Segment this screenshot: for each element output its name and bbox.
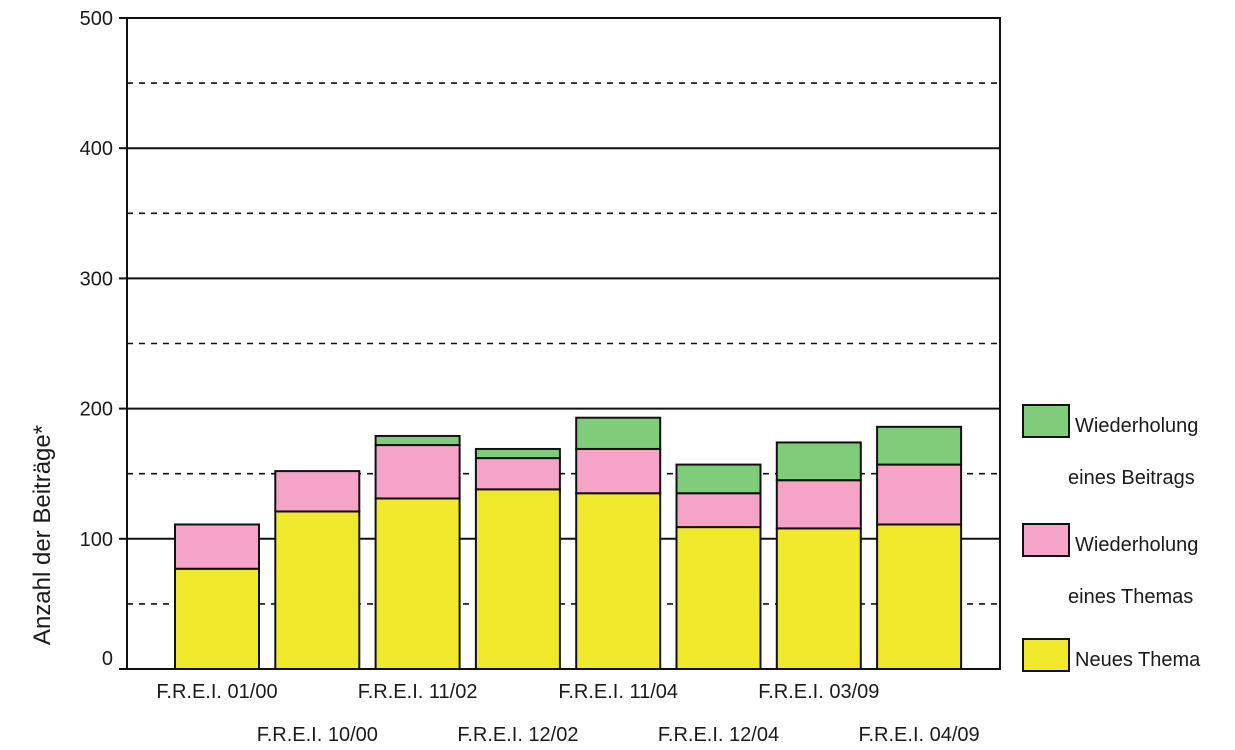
bar-segment bbox=[876, 463, 963, 526]
x-tick-label: F.R.E.I. 01/00 bbox=[156, 681, 277, 703]
y-tick-label: 100 bbox=[80, 529, 113, 551]
bar-segment bbox=[174, 523, 260, 570]
x-tick-label: F.R.E.I. 11/04 bbox=[558, 681, 678, 703]
bar-segment bbox=[876, 523, 963, 671]
bar-segment bbox=[374, 497, 461, 670]
x-tick-label: F.R.E.I. 12/04 bbox=[658, 724, 779, 746]
y-tick-label: 400 bbox=[80, 138, 113, 160]
x-tick-label: F.R.E.I. 10/00 bbox=[257, 724, 378, 746]
bar-segment bbox=[775, 527, 862, 670]
y-axis-ticks: 0 100 200 300 400 500 bbox=[80, 8, 127, 670]
bar-segment bbox=[675, 492, 762, 529]
x-tick-label: F.R.E.I. 04/09 bbox=[859, 724, 980, 746]
bar-segment bbox=[775, 479, 862, 530]
legend: Wiederholung eines Beitrags Wiederholung ei… bbox=[1022, 404, 1201, 672]
bar-segment bbox=[575, 492, 662, 671]
bar-segment bbox=[474, 488, 561, 670]
y-tick-label: 0 bbox=[102, 648, 113, 670]
legend-label: eines Themas bbox=[1068, 586, 1193, 608]
x-tick-label: F.R.E.I. 03/09 bbox=[758, 681, 879, 703]
bar-segment bbox=[174, 567, 260, 670]
legend-swatch bbox=[1022, 638, 1070, 672]
x-tick-label: F.R.E.I. 11/02 bbox=[358, 681, 478, 703]
bar-segment bbox=[474, 447, 561, 460]
bars bbox=[174, 416, 963, 671]
bar-segment bbox=[474, 457, 561, 491]
y-axis-label: Anzahl der Beiträge* bbox=[29, 425, 56, 645]
bar-segment bbox=[675, 463, 762, 495]
bar-segment bbox=[374, 444, 461, 500]
bar-segment bbox=[876, 425, 963, 466]
bar-segment bbox=[274, 470, 361, 513]
legend-label: Wiederholung bbox=[1075, 415, 1198, 437]
y-tick-label: 300 bbox=[80, 268, 113, 290]
bar-segment bbox=[374, 434, 461, 447]
bar-segment bbox=[675, 526, 762, 670]
bar-segment bbox=[575, 416, 662, 450]
plot-frame bbox=[126, 17, 1001, 670]
grid-lines bbox=[127, 82, 1000, 605]
plot-border bbox=[126, 17, 1001, 670]
bar-segment bbox=[575, 447, 662, 495]
x-axis-ticks: F.R.E.I. 01/00 F.R.E.I. 10/00 F.R.E.I. 11/… bbox=[156, 681, 979, 746]
legend-label: eines Beitrags bbox=[1068, 467, 1195, 489]
bar-segment bbox=[775, 441, 862, 482]
y-tick-label: 200 bbox=[80, 399, 113, 421]
bar-segment bbox=[274, 510, 361, 671]
legend-swatch bbox=[1022, 404, 1070, 438]
legend-swatch bbox=[1022, 523, 1070, 557]
legend-label: Neues Thema bbox=[1075, 649, 1201, 671]
legend-label: Wiederholung bbox=[1075, 534, 1198, 556]
y-tick-label: 500 bbox=[80, 8, 113, 30]
x-tick-label: F.R.E.I. 12/02 bbox=[457, 724, 578, 746]
